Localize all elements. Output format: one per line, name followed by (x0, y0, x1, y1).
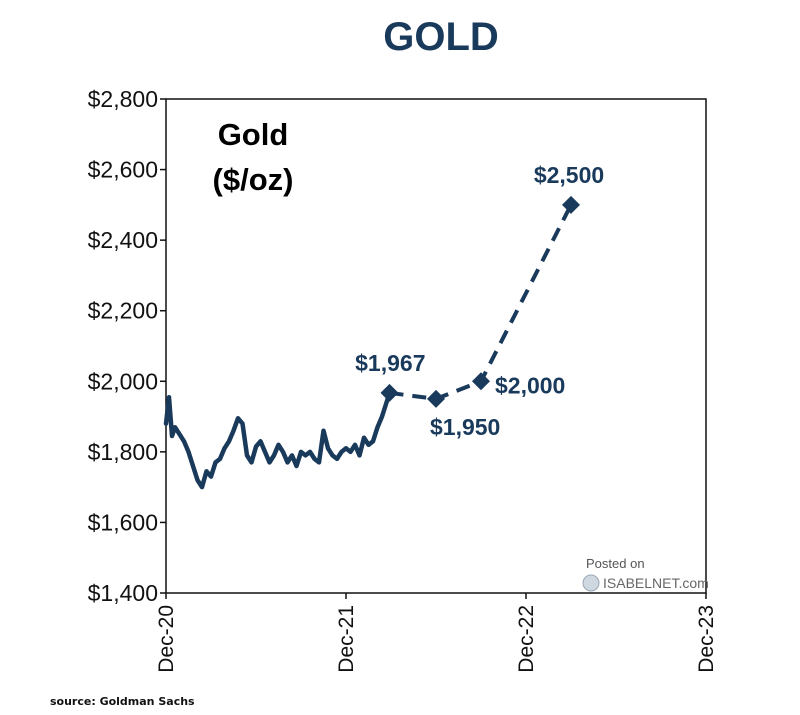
watermark-brand: ISABELNET.com (603, 575, 709, 591)
x-tick-label: Dec-20 (155, 605, 178, 673)
y-axis-ticks: $1,400 $1,600 $1,800 $2,000 $2,200 $2,400 $2,6… (88, 86, 166, 606)
x-tick-label: Dec-21 (335, 605, 358, 673)
forecast-point-marker (380, 383, 399, 402)
forecast-point-marker (472, 372, 490, 391)
watermark-brand-suffix: .com (678, 575, 708, 591)
x-tick-label: Dec-23 (695, 605, 718, 673)
forecast-point-marker (562, 195, 580, 214)
forecast-point-marker (427, 389, 445, 408)
watermark: Posted on ISABELNET.com (582, 556, 709, 592)
chart-title: GOLD (383, 15, 499, 59)
y-tick-label: $2,400 (88, 227, 158, 253)
marker-layer (380, 195, 580, 408)
y-tick-label: $2,600 (88, 157, 158, 183)
inset-label-line-2: ($/oz) (213, 162, 294, 197)
data-label: $1,950 (430, 414, 500, 440)
series-layer (163, 203, 573, 490)
historical-series-line (163, 390, 392, 490)
globe-icon (582, 574, 600, 592)
x-axis-ticks: Dec-20 Dec-21 Dec-22 Dec-23 (155, 593, 718, 673)
forecast-series-line (389, 203, 573, 401)
inset-label-line-1: Gold (218, 117, 289, 152)
data-label: $2,500 (534, 162, 604, 188)
y-tick-label: $2,000 (88, 368, 158, 394)
plot-frame (165, 98, 707, 594)
y-tick-label: $1,400 (88, 580, 158, 606)
y-tick-label: $2,200 (88, 298, 158, 324)
watermark-posted: Posted on (586, 556, 645, 571)
y-tick-label: $2,800 (88, 86, 158, 112)
annotation-layer: $1,967 $1,950 $2,000 $2,500 (355, 162, 604, 440)
data-label: $2,000 (495, 372, 565, 398)
data-label: $1,967 (355, 350, 425, 376)
source-note: source: Goldman Sachs (50, 695, 195, 708)
x-tick-label: Dec-22 (515, 605, 538, 673)
y-tick-label: $1,800 (88, 439, 158, 465)
watermark-brand-name: ISABELNET (603, 575, 680, 591)
y-tick-label: $1,600 (88, 509, 158, 535)
